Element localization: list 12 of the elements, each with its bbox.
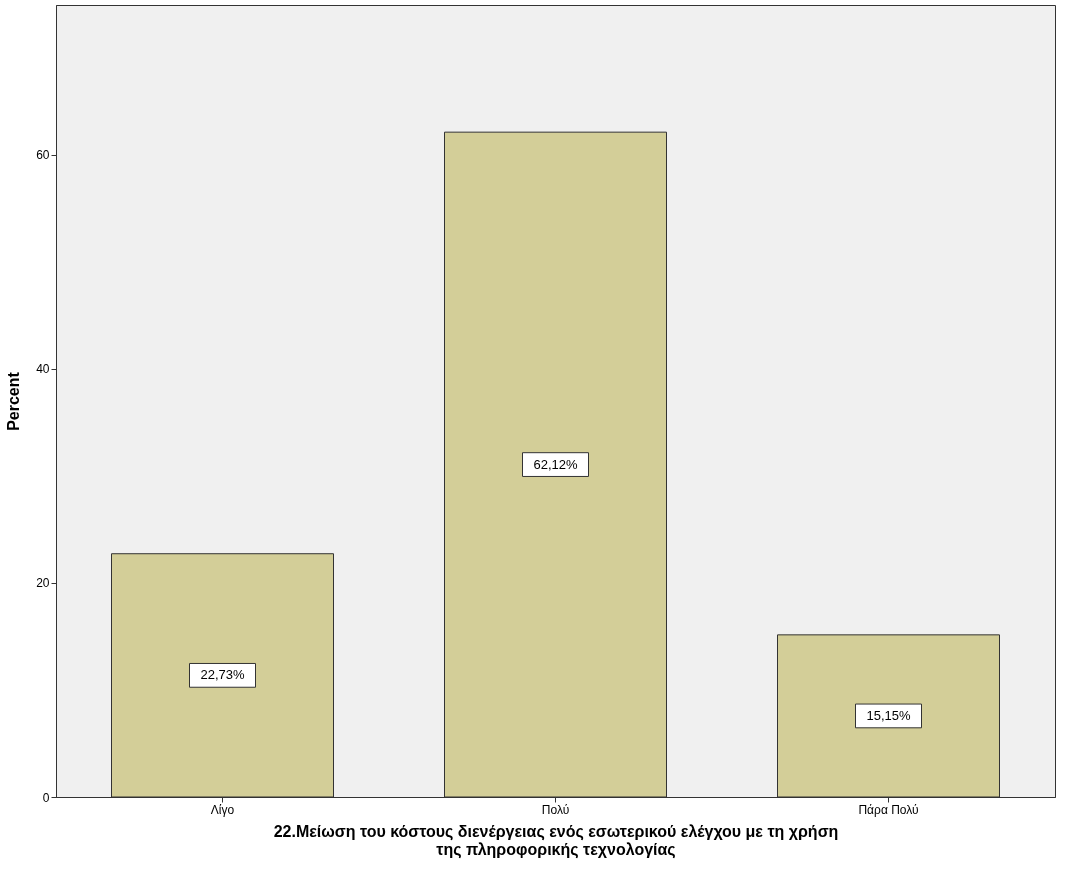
data-label: 15,15% — [866, 707, 911, 723]
x-tick-label: Λίγο — [210, 802, 235, 817]
data-label: 62,12% — [533, 456, 578, 472]
y-tick-label: 40 — [36, 362, 50, 377]
y-tick-label: 0 — [42, 790, 50, 805]
x-tick-label: Πάρα Πολύ — [858, 802, 919, 817]
y-tick-label: 20 — [36, 576, 50, 591]
y-tick-label: 60 — [36, 148, 50, 163]
x-axis-title: 22.Μείωση του κόστους διενέργειας ενός εσωτερικού ελέγχου με τη χρήση της πληροφορικής τεχνολογίας — [273, 822, 839, 859]
data-label: 22,73% — [200, 667, 245, 683]
x-tick-label: Πολύ — [541, 802, 570, 817]
y-axis-title: Percent — [5, 371, 23, 431]
